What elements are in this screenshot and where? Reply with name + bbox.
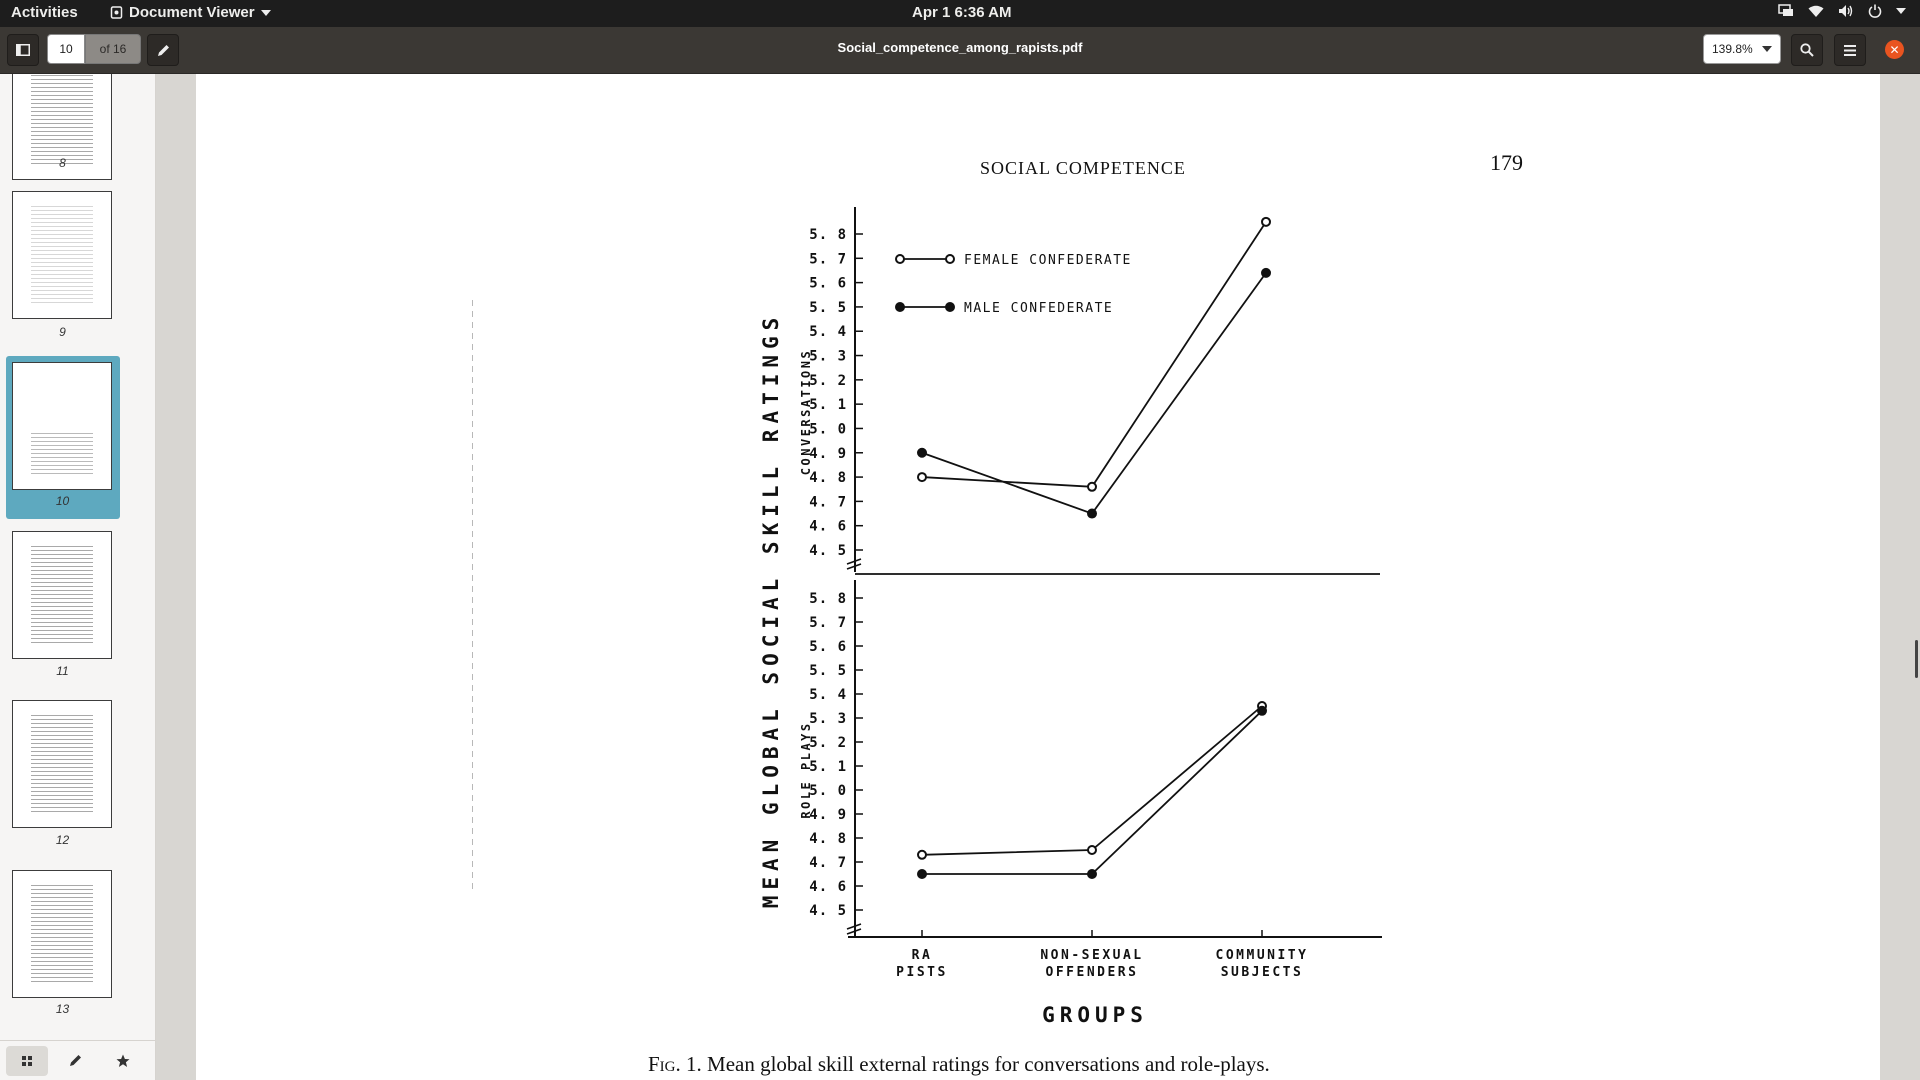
search-button[interactable] xyxy=(1791,34,1823,66)
wifi-icon[interactable] xyxy=(1808,5,1824,18)
sidebar-icon xyxy=(16,44,30,56)
scrollbar[interactable] xyxy=(1915,640,1918,678)
sidebar-view-switcher xyxy=(0,1040,155,1080)
menu-button[interactable] xyxy=(1834,34,1866,66)
document-title: Social_competence_among_rapists.pdf xyxy=(837,40,1083,55)
page-total-label: of 16 xyxy=(85,34,141,64)
chevron-down-icon[interactable] xyxy=(1896,8,1906,14)
figure-caption-text: Mean global skill external ratings for c… xyxy=(707,1052,1270,1076)
pencil-icon xyxy=(157,44,169,56)
thumbnails-view-button[interactable] xyxy=(6,1045,48,1076)
thumbnail-label: 12 xyxy=(55,833,70,847)
pdf-page xyxy=(196,74,1880,1080)
volume-icon[interactable] xyxy=(1838,4,1854,18)
display-icon[interactable] xyxy=(1778,4,1794,18)
thumbnail-label: 8 xyxy=(59,156,66,170)
power-icon[interactable] xyxy=(1868,4,1882,18)
clock[interactable]: Apr 1 6:36 AM xyxy=(912,4,1012,21)
thumbnail-label: 13 xyxy=(55,1002,70,1016)
thumbnail-label: 11 xyxy=(56,664,69,678)
grid-icon xyxy=(22,1055,32,1066)
header-bar: 10 of 16 Social_competence_among_rapists… xyxy=(0,27,1920,74)
system-tray[interactable] xyxy=(1778,4,1906,18)
hamburger-icon xyxy=(1844,44,1856,56)
app-menu[interactable]: Document Viewer xyxy=(110,4,271,21)
page-selector[interactable]: 10 of 16 xyxy=(47,34,141,64)
thumbnail-label: 10 xyxy=(55,494,70,508)
current-page-input[interactable]: 10 xyxy=(47,34,85,64)
zoom-selector[interactable]: 139.8% xyxy=(1703,34,1781,64)
pencil-icon xyxy=(69,1055,81,1066)
activities-button[interactable]: Activities xyxy=(11,4,78,21)
annotate-button[interactable] xyxy=(147,34,179,66)
bookmarks-view-button[interactable] xyxy=(102,1046,144,1076)
close-button[interactable]: ✕ xyxy=(1885,40,1904,59)
star-icon xyxy=(116,1054,130,1067)
zoom-level: 139.8% xyxy=(1712,42,1753,56)
chevron-down-icon xyxy=(260,9,271,16)
running-head: SOCIAL COMPETENCE xyxy=(980,158,1186,178)
chevron-down-icon xyxy=(1762,46,1772,52)
page-thumbnail[interactable] xyxy=(12,870,112,998)
thumbnail-label: 9 xyxy=(59,325,66,339)
sidebar-toggle-button[interactable] xyxy=(7,34,39,66)
page-thumbnail[interactable] xyxy=(12,191,112,319)
system-top-bar: Activities Document Viewer Apr 1 6:36 AM xyxy=(0,0,1920,27)
figure-caption-prefix: Fig. 1. xyxy=(648,1052,702,1076)
scan-artifact xyxy=(472,300,473,890)
thumbnail-sidebar[interactable]: 8 9 10 11 12 13 xyxy=(0,74,156,1080)
annotations-view-button[interactable] xyxy=(54,1046,96,1076)
figure-caption: Fig. 1. Mean global skill external ratin… xyxy=(648,1052,1270,1077)
document-view[interactable] xyxy=(156,74,1920,1080)
page-thumbnail[interactable] xyxy=(12,74,112,180)
document-viewer-icon xyxy=(110,6,123,19)
close-icon: ✕ xyxy=(1889,42,1900,57)
search-icon xyxy=(1800,43,1814,57)
page-thumbnail[interactable] xyxy=(12,700,112,828)
page-thumbnail[interactable] xyxy=(12,531,112,659)
app-menu-label: Document Viewer xyxy=(129,4,255,21)
page-number: 179 xyxy=(1490,150,1523,175)
page-thumbnail-selected[interactable] xyxy=(12,362,112,490)
